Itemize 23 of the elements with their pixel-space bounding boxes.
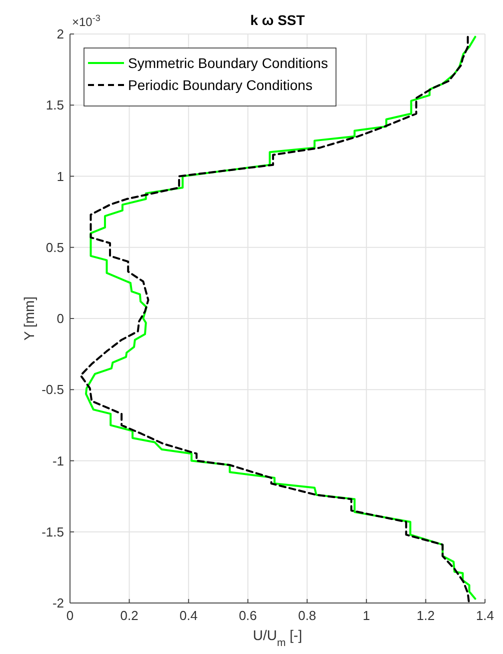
x-tick-label: 0.4 bbox=[180, 608, 198, 623]
y-tick-label: 0.5 bbox=[46, 240, 64, 255]
y-tick-label: 2 bbox=[56, 26, 64, 42]
x-tick-label: 1 bbox=[362, 608, 370, 623]
y-tick-label: 0 bbox=[56, 311, 64, 326]
x-tick-label: 0.2 bbox=[120, 608, 138, 623]
x-axis-title: U/U$_{m}$ [-] bbox=[252, 627, 302, 649]
x-tick-label: 0 bbox=[66, 608, 74, 623]
chart-title: k ω SST bbox=[250, 12, 306, 28]
legend-label: Symmetric Boundary Conditions bbox=[128, 55, 328, 71]
y-tick-label: -2 bbox=[52, 596, 64, 610]
y-axis-title: Y [mm] bbox=[21, 296, 37, 341]
y-tick-label: 1.5 bbox=[46, 98, 64, 113]
legend-label: Periodic Boundary Conditions bbox=[128, 77, 312, 93]
x-tick-label: 0.6 bbox=[238, 608, 257, 623]
y-tick-label: -1 bbox=[52, 453, 64, 468]
y-tick-label: -1.5 bbox=[42, 524, 64, 540]
text: ×10$^{-3}$ bbox=[72, 13, 100, 29]
y-tick-label: 1 bbox=[56, 168, 64, 184]
x-tick-label: 1.2 bbox=[416, 608, 435, 623]
x-tick-label: 1.4 bbox=[476, 608, 494, 623]
x-tick-label: 0.8 bbox=[298, 608, 316, 623]
y-tick-label: -0.5 bbox=[42, 382, 64, 398]
